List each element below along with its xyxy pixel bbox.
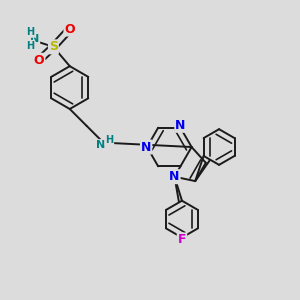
Text: N: N [30, 34, 39, 44]
Text: O: O [34, 54, 44, 67]
Text: F: F [178, 233, 186, 247]
Text: N: N [175, 119, 186, 132]
Text: H: H [105, 135, 113, 145]
Text: N: N [96, 140, 106, 150]
Text: H: H [26, 41, 34, 51]
Text: O: O [64, 22, 75, 35]
Text: N: N [141, 140, 151, 154]
Text: S: S [49, 40, 58, 53]
Text: H: H [26, 27, 34, 37]
Text: N: N [169, 170, 180, 183]
